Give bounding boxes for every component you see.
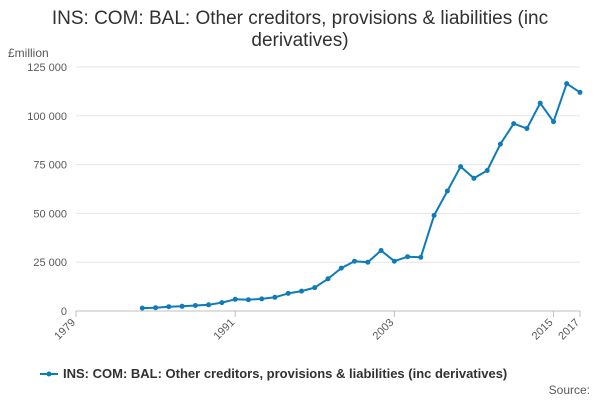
data-point[interactable] — [272, 294, 278, 300]
y-tick-label: 125 000 — [27, 62, 67, 74]
x-tick-label: 2015 — [530, 317, 556, 343]
data-point[interactable] — [444, 188, 450, 194]
data-point[interactable] — [471, 175, 477, 181]
x-tick-label: 1991 — [211, 317, 237, 343]
data-point[interactable] — [511, 121, 517, 127]
x-axis-ticks: 1979 1991 2003 2015 2017 — [52, 311, 582, 342]
legend-marker-swatch — [46, 371, 52, 377]
series-line — [142, 82, 581, 310]
data-point[interactable] — [285, 290, 291, 296]
data-point[interactable] — [577, 89, 583, 95]
data-point[interactable] — [405, 254, 411, 260]
data-point[interactable] — [299, 288, 304, 294]
data-point[interactable] — [232, 296, 238, 302]
data-point[interactable] — [352, 258, 357, 264]
y-tick-label: 50 000 — [33, 208, 67, 220]
y-tick-label: 75 000 — [33, 160, 67, 172]
data-point[interactable] — [497, 141, 503, 147]
data-point[interactable] — [365, 259, 371, 265]
data-point[interactable] — [537, 100, 543, 106]
data-point[interactable] — [219, 300, 225, 306]
data-point[interactable] — [206, 302, 212, 308]
data-point[interactable] — [259, 296, 265, 302]
x-tick-label: 2003 — [371, 317, 397, 343]
source-label: Source: — [549, 383, 590, 397]
legend[interactable]: INS: COM: BAL: Other creditors, provisio… — [40, 366, 507, 381]
data-point[interactable] — [484, 168, 490, 173]
data-point[interactable] — [325, 276, 331, 282]
chart-title-line-2: derivatives) — [251, 30, 348, 51]
y-tick-label: 100 000 — [27, 111, 67, 123]
y-tick-label: 25 000 — [33, 257, 67, 269]
data-point[interactable] — [179, 303, 185, 309]
y-axis-ticks: 0 25 000 50 000 75 000 100 000 125 000 — [27, 62, 67, 318]
data-point[interactable] — [139, 305, 145, 311]
grid-lines — [76, 66, 580, 312]
data-point[interactable] — [192, 303, 198, 308]
y-axis-label: £million — [8, 46, 49, 60]
y-tick-label: 0 — [61, 306, 67, 318]
data-point[interactable] — [564, 81, 570, 87]
data-point[interactable] — [418, 254, 424, 260]
data-point[interactable] — [391, 258, 397, 264]
x-tick-label: 1979 — [52, 317, 78, 343]
data-point[interactable] — [524, 126, 530, 131]
series-layer — [139, 81, 583, 311]
data-point[interactable] — [431, 212, 437, 218]
legend-series-label: INS: COM: BAL: Other creditors, provisio… — [63, 366, 507, 381]
data-point[interactable] — [378, 248, 384, 253]
data-point[interactable] — [153, 305, 159, 311]
chart-title-line-1: INS: COM: BAL: Other creditors, provisio… — [52, 8, 548, 29]
data-point[interactable] — [551, 119, 556, 125]
data-point[interactable] — [338, 265, 344, 271]
data-point[interactable] — [166, 304, 172, 310]
data-point[interactable] — [312, 285, 318, 291]
data-point[interactable] — [458, 164, 464, 170]
data-point[interactable] — [245, 297, 251, 303]
x-tick-label: 2017 — [556, 317, 582, 343]
